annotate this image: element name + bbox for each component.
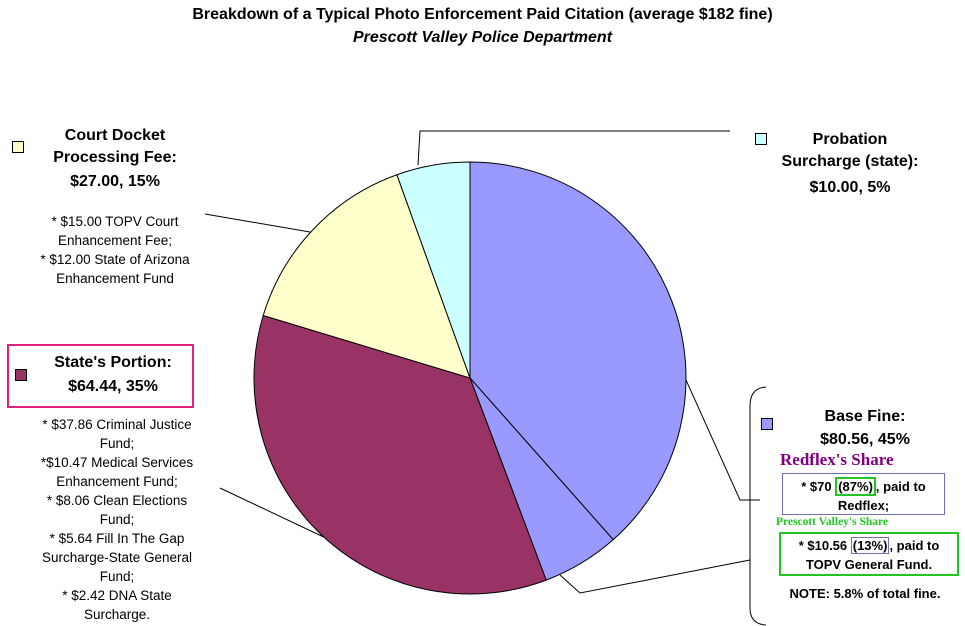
base-note: NOTE: 5.8% of total fine. bbox=[789, 586, 941, 601]
state-swatch bbox=[15, 369, 27, 381]
redflex-line2: Redflex; bbox=[837, 498, 890, 513]
chart-title: Breakdown of a Typical Photo Enforcement… bbox=[192, 6, 773, 23]
probation-swatch bbox=[755, 133, 767, 145]
pie-slice-court-docket-processing-fee bbox=[262, 174, 471, 379]
redflex-pct: (87%) bbox=[835, 477, 876, 496]
leader-base-lower bbox=[559, 559, 751, 594]
state-box bbox=[7, 344, 194, 408]
pie-slice-probation-surcharge-state bbox=[396, 161, 471, 379]
state-amount: $64.44, 35% bbox=[68, 378, 158, 395]
court-title: Court Docket Processing Fee: bbox=[53, 127, 177, 166]
topv-heading: Prescott Valley's Share bbox=[776, 516, 889, 528]
topv-line1: * $10.56 (13%), paid to bbox=[779, 536, 959, 555]
pie-slices bbox=[253, 161, 687, 595]
probation-amount: $10.00, 5% bbox=[809, 179, 891, 196]
redflex-box bbox=[782, 473, 945, 515]
probation-title: Probation Surcharge (state): bbox=[781, 131, 919, 170]
topv-line2: TOPV General Fund. bbox=[805, 557, 933, 572]
state-title: State's Portion: bbox=[54, 354, 172, 371]
pie-slice-redflex-s-share bbox=[469, 161, 687, 541]
topv-pre: * $10.56 bbox=[798, 538, 851, 553]
redflex-heading: Redflex's Share bbox=[780, 450, 894, 469]
leader-state bbox=[219, 487, 331, 541]
topv-pct: (13%) bbox=[850, 537, 890, 554]
base-amount: $80.56, 45% bbox=[820, 431, 910, 448]
state-details: * $37.86 Criminal Justice Fund; *$10.47 … bbox=[40, 417, 194, 622]
redflex-pre: * $70 bbox=[801, 479, 836, 494]
base-bracket bbox=[749, 386, 767, 626]
topv-box bbox=[779, 532, 959, 576]
leader-court bbox=[204, 213, 311, 233]
base-swatch bbox=[761, 418, 773, 430]
court-swatch bbox=[12, 141, 24, 153]
redflex-line1: * $70 (87%), paid to bbox=[782, 477, 945, 496]
redflex-post: , paid to bbox=[875, 479, 926, 494]
court-amount: $27.00, 15% bbox=[70, 173, 160, 190]
chart-subtitle: Prescott Valley Police Department bbox=[352, 29, 613, 46]
pie-slice-state-s-portion bbox=[253, 314, 547, 595]
court-details: * $15.00 TOPV Court Enhancement Fee; * $… bbox=[40, 214, 190, 286]
leader-probation bbox=[417, 130, 730, 166]
topv-post: , paid to bbox=[889, 538, 940, 553]
base-title: Base Fine: bbox=[824, 408, 906, 425]
